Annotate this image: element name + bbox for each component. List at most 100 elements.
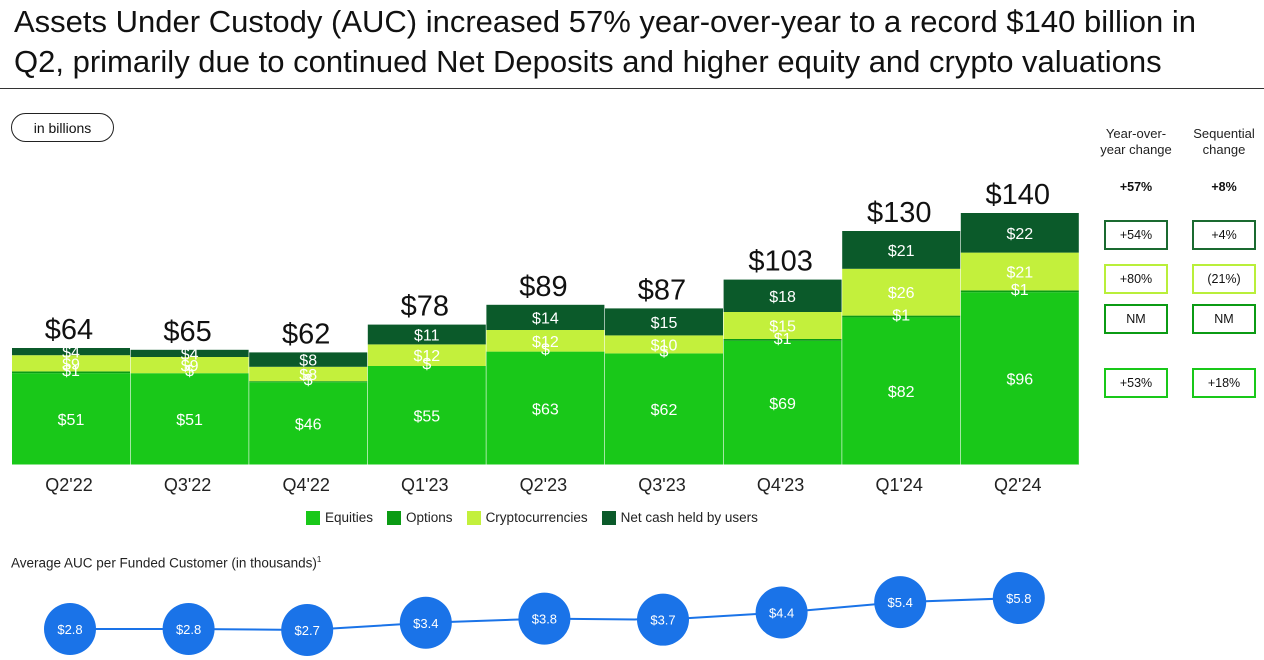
seq-crypto: (21%) [1192,264,1256,294]
bar-segment-cryptocurrencies [367,344,486,366]
segment-label-equities: $51 [58,412,85,429]
segment-label-cryptocurrencies: $10 [651,337,678,354]
bar-segment-equities [249,382,368,465]
bar-segment-net-cash-held-by-users [367,324,486,345]
avg-auc-title: Average AUC per Funded Customer (in thou… [11,555,321,571]
segment-label-options: $1 [774,331,792,348]
segment-label-options: $ [422,356,431,373]
bar-segment-cryptocurrencies [249,366,368,382]
bar-segment-net-cash-held-by-users [723,279,842,312]
segment-label-equities: $46 [295,417,322,434]
bars-layer: $51$1$9$4$64Q2'22$51$$9$4$65Q3'22$46$$8$… [12,179,1079,495]
x-axis-tick-label: Q1'24 [875,475,922,495]
avg-auc-point [755,586,808,639]
seq-total: +8% [1211,180,1237,194]
segment-label-equities: $55 [413,409,440,426]
yoy-net-cash: +54% [1104,220,1168,250]
segment-label-cryptocurrencies: $15 [769,319,796,336]
bar-total-label: $64 [45,314,93,346]
legend-label-crypto: Cryptocurrencies [485,510,588,525]
segment-label-options: $ [660,343,669,360]
x-axis-tick-label: Q4'23 [757,475,804,495]
bar-segment-options [12,371,130,374]
title-divider [0,88,1264,89]
yoy-header: Year-over-year change [1100,126,1172,157]
bar-segment-equities [130,373,249,465]
bar-segment-options [723,339,842,341]
avg-auc-point-label: $5.8 [1006,591,1031,606]
segment-label-cryptocurrencies: $12 [413,348,440,365]
bar-segment-cryptocurrencies [723,312,842,339]
segment-label-equities: $63 [532,401,559,418]
segment-label-options: $1 [1011,282,1029,299]
legend-swatch-crypto [466,510,481,525]
segment-label-options: $ [304,372,313,389]
segment-label-options: $ [185,363,194,380]
legend-swatch-equities [306,510,320,525]
x-axis-tick-label: Q3'23 [638,475,685,495]
legend-label-net-cash: Net cash held by users [620,510,758,525]
segment-label-cryptocurrencies: $9 [181,358,199,375]
avg-auc-point-label: $3.4 [413,616,438,631]
segment-label-cryptocurrencies: $26 [888,285,915,302]
bar-segment-net-cash-held-by-users [249,352,368,367]
legend-item-equities: Equities [306,510,373,525]
x-axis-tick-label: Q3'22 [164,475,211,495]
segment-label-net-cash-held-by-users: $11 [414,328,440,345]
avg-auc-point [637,593,689,646]
x-axis-tick-label: Q2'24 [994,475,1041,495]
legend-item-options: Options [387,510,453,525]
segment-label-cryptocurrencies: $8 [299,367,317,384]
segment-label-net-cash-held-by-users: $18 [769,289,796,306]
avg-auc-point-label: $4.4 [769,605,794,620]
segment-label-net-cash-held-by-users: $15 [651,315,678,332]
avg-auc-point-label: $2.8 [57,622,82,637]
bar-total-label: $140 [986,179,1051,211]
bar-segment-options [249,381,368,383]
segment-label-options: $ [541,342,550,359]
bar-segment-cryptocurrencies [842,268,961,316]
bar-segment-equities [367,366,486,465]
bar-segment-cryptocurrencies [605,335,723,354]
x-axis-tick-label: Q1'23 [401,475,448,495]
bar-segment-net-cash-held-by-users [960,213,1079,253]
chart-legend: Equities Options Cryptocurrencies Net ca… [306,510,758,525]
avg-auc-point [281,604,334,656]
footnote-marker: 1 [316,555,322,564]
segment-label-equities: $69 [769,396,796,413]
bar-segment-equities [605,353,723,465]
page-title: Assets Under Custody (AUC) increased 57%… [14,4,1196,79]
avg-auc-title-text: Average AUC per Funded Customer (in thou… [11,555,317,571]
avg-auc-point [44,602,96,655]
bar-segment-options [960,290,1079,293]
segment-label-net-cash-held-by-users: $4 [181,346,199,363]
bar-total-label: $103 [748,246,813,278]
avg-auc-point [992,572,1045,624]
bar-total-label: $87 [638,274,686,306]
seq-header: Sequential change [1193,126,1255,157]
seq-options: NM [1192,304,1256,334]
legend-item-crypto: Cryptocurrencies [466,510,588,525]
segment-label-cryptocurrencies: $12 [532,334,559,351]
bar-total-label: $62 [282,318,330,350]
segment-label-net-cash-held-by-users: $4 [62,345,80,362]
segment-label-cryptocurrencies: $9 [62,356,80,373]
avg-auc-point [162,602,215,655]
yoy-equities: +53% [1104,368,1168,398]
bar-total-label: $89 [519,271,567,303]
bar-segment-equities [723,340,842,465]
legend-swatch-options [387,510,402,525]
bar-segment-cryptocurrencies [486,330,605,352]
legend-item-net-cash: Net cash held by users [601,510,758,525]
segment-label-equities: $82 [888,384,915,401]
segment-label-options: $1 [892,307,910,324]
avg-auc-point [874,576,927,629]
units-badge: in billions [11,113,114,142]
bar-segment-net-cash-held-by-users [605,308,723,336]
bar-segment-net-cash-held-by-users [842,231,961,269]
bar-segment-options [842,315,961,318]
avg-auc-point-label: $2.7 [295,623,320,638]
bar-segment-net-cash-held-by-users [12,348,130,356]
segment-label-equities: $51 [176,412,203,429]
